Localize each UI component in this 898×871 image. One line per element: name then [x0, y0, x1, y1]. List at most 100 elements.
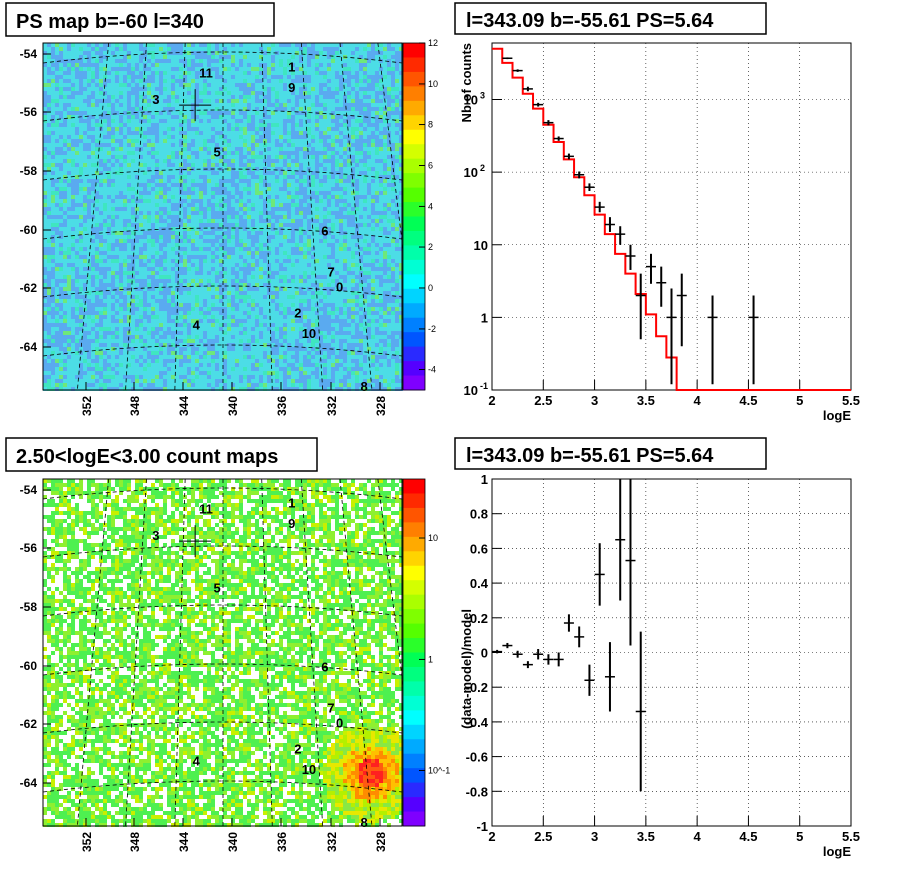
- ps-pixel: [211, 83, 215, 87]
- ps-pixel: [95, 95, 99, 99]
- ps-pixel: [143, 95, 147, 99]
- ps-pixel: [71, 55, 75, 59]
- ps-pixel: [203, 51, 207, 55]
- ps-pixel: [43, 79, 47, 83]
- ps-pixel: [267, 235, 271, 239]
- ps-pixel: [227, 115, 231, 119]
- ps-pixel: [83, 215, 87, 219]
- ps-pixel: [51, 147, 55, 151]
- ps-pixel: [247, 107, 251, 111]
- ps-pixel: [83, 103, 87, 107]
- ps-pixel: [263, 95, 267, 99]
- ps-pixel: [87, 47, 91, 51]
- ps-pixel: [59, 139, 63, 143]
- ps-pixel: [331, 143, 335, 147]
- ps-pixel: [343, 123, 347, 127]
- ps-pixel: [251, 147, 255, 151]
- ps-pixel: [131, 167, 135, 171]
- ps-pixel: [227, 187, 231, 191]
- ps-pixel: [399, 91, 403, 95]
- ps-pixel: [311, 55, 315, 59]
- ps-pixel: [263, 75, 267, 79]
- ps-pixel: [235, 135, 239, 139]
- ps-pixel: [311, 123, 315, 127]
- ps-pixel: [95, 127, 99, 131]
- ps-pixel: [191, 119, 195, 123]
- ps-pixel: [131, 147, 135, 151]
- ps-pixel: [199, 67, 203, 71]
- ps-pixel: [95, 63, 99, 67]
- ps-pixel: [71, 191, 75, 195]
- ps-pixel: [255, 123, 259, 127]
- ps-pixel: [343, 47, 347, 51]
- ps-pixel: [115, 139, 119, 143]
- ps-pixel: [355, 115, 359, 119]
- ps-pixel: [179, 83, 183, 87]
- ps-pixel: [291, 231, 295, 235]
- ps-pixel: [207, 91, 211, 95]
- ps-pixel: [203, 95, 207, 99]
- ps-pixel: [187, 151, 191, 155]
- ps-pixel: [303, 95, 307, 99]
- ps-pixel: [223, 195, 227, 199]
- ps-pixel: [363, 235, 367, 239]
- ps-pixel: [143, 227, 147, 231]
- ps-pixel: [255, 47, 259, 51]
- ps-pixel: [51, 219, 55, 223]
- ps-pixel: [99, 199, 103, 203]
- ps-pixel: [223, 199, 227, 203]
- ps-pixel: [199, 179, 203, 183]
- ps-pixel: [283, 227, 287, 231]
- ps-pixel: [371, 95, 375, 99]
- ps-pixel: [387, 215, 391, 219]
- ps-pixel: [367, 63, 371, 67]
- ps-pixel: [367, 247, 371, 251]
- ps-pixel: [155, 211, 159, 215]
- ps-pixel: [315, 139, 319, 143]
- ps-pixel: [259, 227, 263, 231]
- ps-pixel: [279, 259, 283, 263]
- ps-pixel: [191, 159, 195, 163]
- ps-pixel: [263, 247, 267, 251]
- ps-pixel: [343, 107, 347, 111]
- ps-pixel: [71, 99, 75, 103]
- ps-pixel: [151, 255, 155, 259]
- ps-pixel: [283, 79, 287, 83]
- ps-pixel: [103, 103, 107, 107]
- ps-pixel: [315, 223, 319, 227]
- ps-pixel: [115, 143, 119, 147]
- ps-pixel: [303, 171, 307, 175]
- ps-pixel: [315, 211, 319, 215]
- ps-pixel: [47, 103, 51, 107]
- ps-pixel: [107, 255, 111, 259]
- ps-pixel: [207, 75, 211, 79]
- ps-pixel: [191, 55, 195, 59]
- ps-pixel: [355, 107, 359, 111]
- ps-pixel: [47, 263, 51, 267]
- ps-pixel: [267, 183, 271, 187]
- ps-pixel: [295, 247, 299, 251]
- ps-pixel: [207, 243, 211, 247]
- ps-pixel: [67, 51, 71, 55]
- ps-pixel: [67, 139, 71, 143]
- ps-pixel: [187, 51, 191, 55]
- ps-pixel: [59, 167, 63, 171]
- ps-pixel: [371, 187, 375, 191]
- ps-pixel: [167, 219, 171, 223]
- ps-pixel: [127, 99, 131, 103]
- ps-pixel: [363, 143, 367, 147]
- ps-pixel: [171, 99, 175, 103]
- ps-pixel: [399, 211, 403, 215]
- ps-pixel: [339, 75, 343, 79]
- ps-pixel: [255, 191, 259, 195]
- ps-pixel: [247, 255, 251, 259]
- ps-pixel: [347, 143, 351, 147]
- ps-pixel: [47, 259, 51, 263]
- ps-pixel: [363, 163, 367, 167]
- ps-pixel: [371, 107, 375, 111]
- ps-pixel: [267, 175, 271, 179]
- ps-pixel: [203, 143, 207, 147]
- ps-pixel: [91, 159, 95, 163]
- ps-pixel: [219, 171, 223, 175]
- ps-pixel: [175, 59, 179, 63]
